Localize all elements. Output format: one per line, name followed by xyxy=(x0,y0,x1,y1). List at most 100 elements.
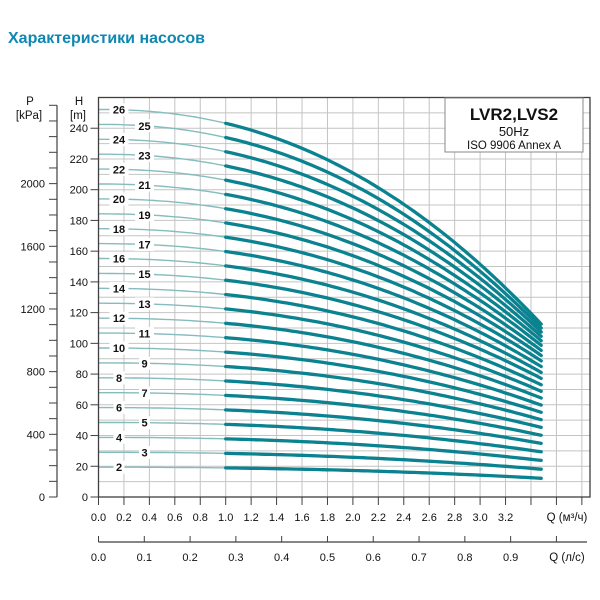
h-tick-label: 60 xyxy=(76,400,88,412)
p-axis-kpa: 0 400 800 1200 1600 2000 xyxy=(21,104,58,504)
pump-curve-20 xyxy=(224,207,543,353)
legend-standard: ISO 9906 Annex A xyxy=(467,140,561,152)
pump-curve-12 xyxy=(224,321,543,400)
h-tick-label: 120 xyxy=(70,308,88,320)
curve-labels: 2345678910111213141516171819202122232425… xyxy=(109,103,154,474)
pump-curve-21-low-flow xyxy=(98,183,226,196)
pump-curve-25 xyxy=(224,135,543,330)
curve-label-25: 25 xyxy=(138,121,150,133)
pump-curve-19-low-flow xyxy=(98,213,226,224)
x-tick-label: 2.6 xyxy=(422,512,437,524)
curve-label-11: 11 xyxy=(139,329,151,341)
x-tick-label: 0.4 xyxy=(142,512,157,524)
h-tick-label: 80 xyxy=(76,369,88,381)
legend-box: LVR2,LVS2 50Hz ISO 9906 Annex A xyxy=(444,97,584,153)
pump-curve-11-low-flow xyxy=(98,332,226,339)
curve-label-halo xyxy=(135,267,154,281)
curve-label-halo xyxy=(109,311,129,325)
curve-label-halo xyxy=(113,460,125,474)
ls-tick-label: 0.3 xyxy=(228,552,243,564)
pump-curve-5-low-flow xyxy=(98,421,226,426)
plot-frame xyxy=(97,96,591,498)
curve-label-halo xyxy=(109,281,129,295)
pump-curve-15-low-flow xyxy=(98,272,226,281)
q-m3h-axis-caption: Q (м³/ч) xyxy=(547,512,588,524)
x-tick-label: 2.8 xyxy=(447,512,462,524)
curve-label-halo xyxy=(109,192,129,206)
curve-label-halo xyxy=(139,416,150,430)
curve-label-halo xyxy=(113,401,125,415)
curve-label-7: 7 xyxy=(141,388,147,400)
x-tick-label: 1.4 xyxy=(269,512,284,524)
curve-label-halo xyxy=(139,356,150,370)
pump-curve-6 xyxy=(224,408,543,446)
pump-curve-15 xyxy=(224,278,543,381)
h-tick-label: 40 xyxy=(76,431,88,443)
curve-label-halo xyxy=(109,222,129,236)
legend-model: LVR2,LVS2 xyxy=(470,105,558,124)
pump-curve-7 xyxy=(224,393,543,437)
p-axis-unit: [kPa] xyxy=(16,110,42,122)
p-tick-label: 400 xyxy=(27,429,45,441)
x-tick-label: 3.0 xyxy=(472,512,487,524)
ls-tick-label: 0.0 xyxy=(91,552,106,564)
h-tick-label: 20 xyxy=(76,461,88,473)
curve-label-23: 23 xyxy=(138,150,150,162)
pump-curve-14 xyxy=(224,292,543,387)
h-axis-m: 0 20 40 60 80 100 120 140 160 180 200 220 240 xyxy=(70,123,99,504)
curve-label-19: 19 xyxy=(138,210,150,222)
curve-label-15: 15 xyxy=(138,269,150,281)
ls-tick-label: 0.4 xyxy=(274,552,289,564)
x-tick-label: 1.2 xyxy=(243,512,258,524)
curve-label-halo xyxy=(109,341,129,355)
curve-label-22: 22 xyxy=(113,164,125,176)
p-axis-name: P xyxy=(26,96,34,108)
pump-curve-3-low-flow xyxy=(98,451,226,455)
h-tick-label: 140 xyxy=(70,277,88,289)
ls-tick-label: 0.9 xyxy=(503,552,518,564)
curve-label-12: 12 xyxy=(113,313,125,325)
curve-label-24: 24 xyxy=(113,135,126,147)
ls-tick-label: 0.6 xyxy=(366,552,381,564)
pump-curve-3 xyxy=(224,451,543,471)
curve-label-10: 10 xyxy=(113,343,125,355)
x-tick-label: 0.2 xyxy=(116,512,131,524)
h-tick-label: 200 xyxy=(70,185,88,197)
x-axis-ls: 0.0 0.1 0.2 0.3 0.4 0.5 0.6 0.7 0.8 0.9 xyxy=(91,536,587,564)
curve-label-halo xyxy=(109,133,129,147)
curve-label-halo xyxy=(135,327,154,341)
ls-tick-label: 0.2 xyxy=(182,552,197,564)
h-axis-header: H [m] xyxy=(70,96,86,122)
h-axis-unit: [m] xyxy=(70,110,86,122)
p-axis-header: P [kPa] xyxy=(16,96,42,122)
pump-curve-17 xyxy=(224,249,543,369)
h-tick-label: 160 xyxy=(70,246,88,258)
pump-curve-10 xyxy=(224,350,543,414)
pump-curve-25-low-flow xyxy=(98,123,226,139)
h-tick-label: 180 xyxy=(70,215,88,227)
ls-tick-label: 0.7 xyxy=(411,552,426,564)
pump-curve-2 xyxy=(224,466,543,480)
curve-label-4: 4 xyxy=(116,432,123,444)
pump-curve-5 xyxy=(224,422,543,454)
h-tick-label: 100 xyxy=(70,338,88,350)
x-tick-label: 0.8 xyxy=(193,512,208,524)
curve-label-21: 21 xyxy=(138,180,150,192)
curve-label-halo xyxy=(139,386,150,400)
h-axis-name: H xyxy=(75,96,83,108)
curve-label-halo xyxy=(113,371,125,385)
curve-label-halo xyxy=(135,208,154,222)
curve-label-14: 14 xyxy=(113,283,126,295)
pump-curve-9-low-flow xyxy=(98,362,226,368)
ls-tick-label: 0.5 xyxy=(320,552,335,564)
ls-tick-label: 0.1 xyxy=(137,552,152,564)
curve-label-halo xyxy=(135,119,154,133)
x-tick-label: 2.0 xyxy=(345,512,360,524)
pump-curve-21 xyxy=(224,192,543,347)
pump-curve-11 xyxy=(224,336,543,407)
x-tick-label: 0.6 xyxy=(167,512,182,524)
ls-tick-label: 0.8 xyxy=(457,552,472,564)
pump-curve-9 xyxy=(224,364,543,422)
